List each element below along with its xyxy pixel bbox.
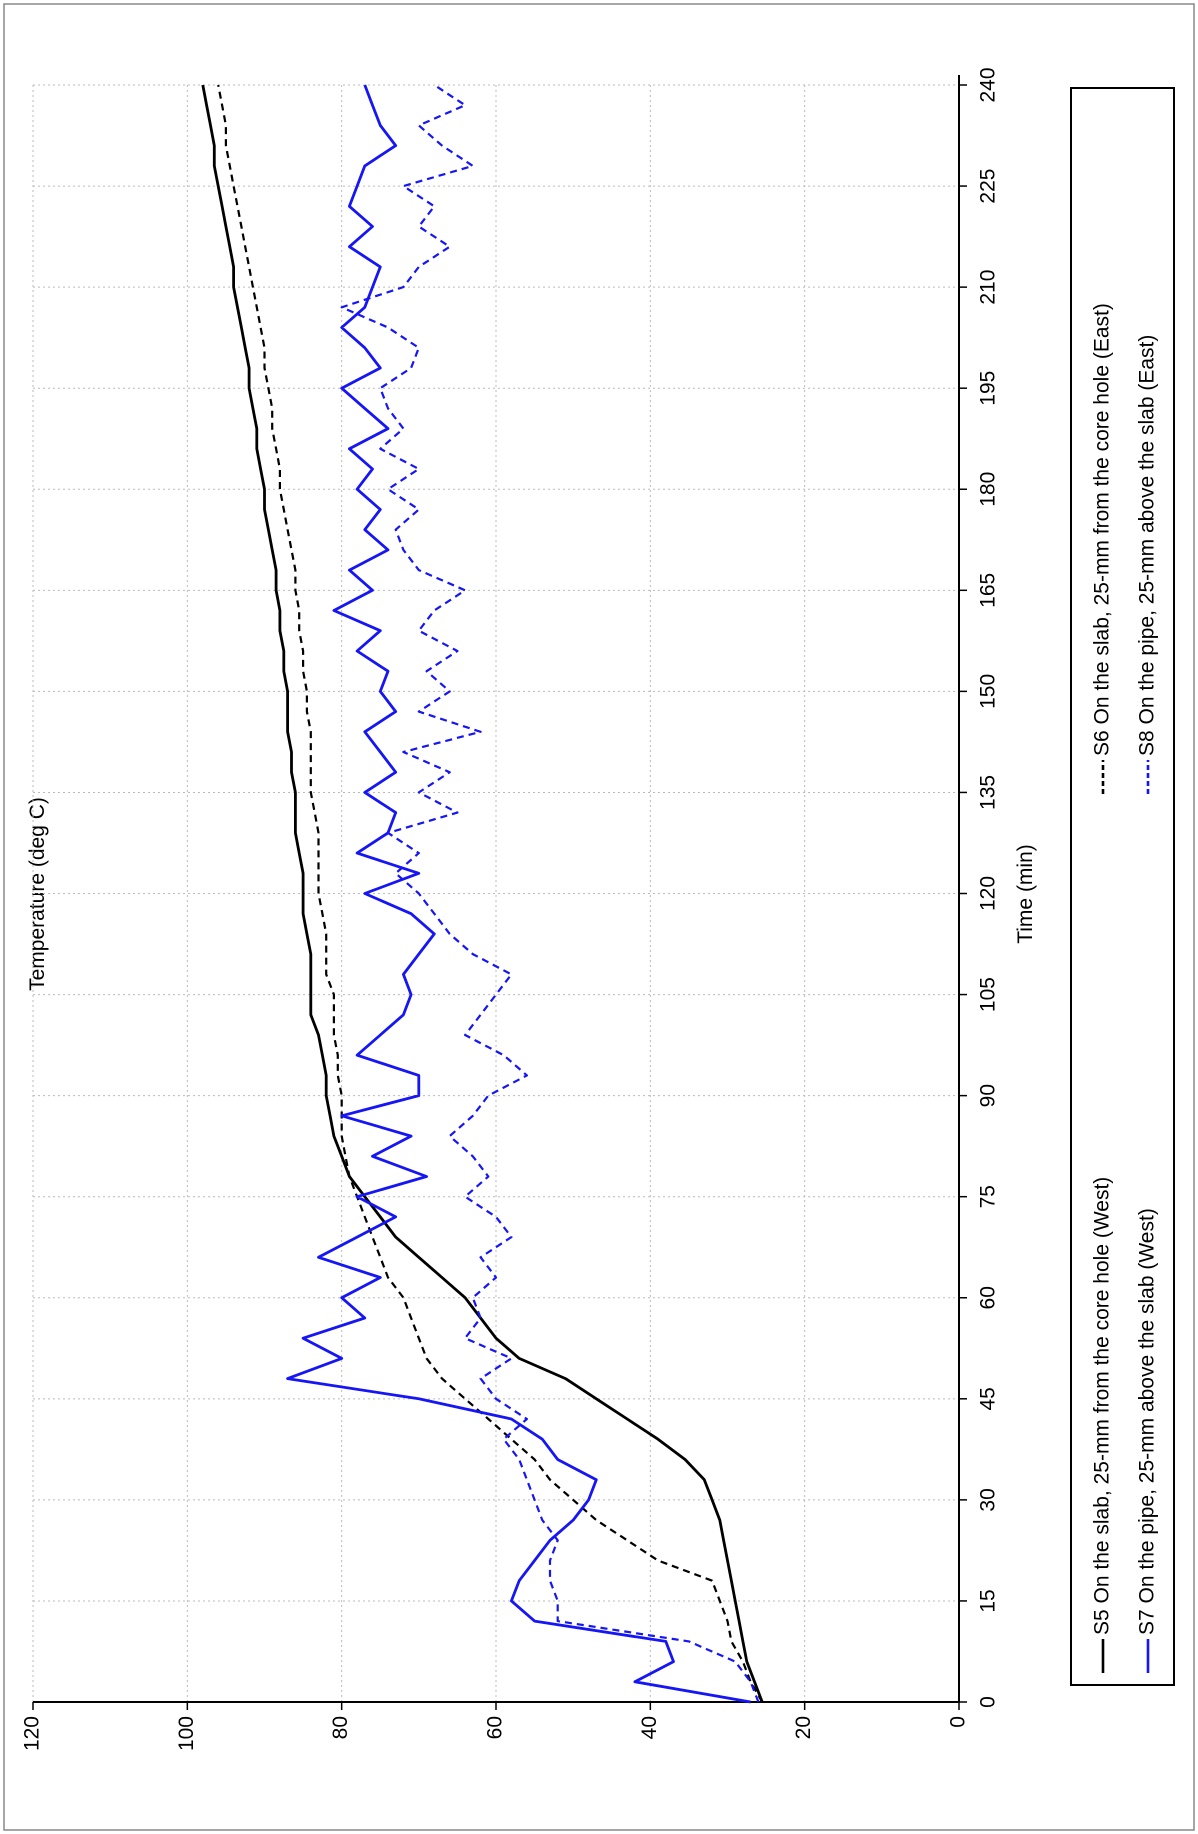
series-line — [340, 84, 760, 1703]
y-tick-label: 20 — [792, 1716, 815, 1739]
x-axis-title: Time (min) — [1014, 844, 1037, 944]
x-tick-label: 165 — [977, 573, 1000, 608]
x-tick-label: 90 — [977, 1084, 1000, 1107]
x-tick-label: 225 — [977, 169, 1000, 204]
series-line — [286, 84, 751, 1704]
legend-box — [1070, 87, 1175, 1686]
legend-label: S5 On the slab, 25-mm from the core hole… — [1091, 1177, 1114, 1635]
x-tick-label: 210 — [977, 270, 1000, 305]
x-tick-label: 75 — [977, 1185, 1000, 1208]
x-tick-label: 180 — [977, 472, 1000, 507]
x-tick-label: 45 — [977, 1387, 1000, 1410]
y-axis-title: Temperature (deg C) — [26, 797, 49, 991]
rotated-chart: Temperature (deg C) Time (min) 0 15 30 45 60… — [21, 67, 1175, 1751]
y-tick-label: 60 — [484, 1716, 507, 1739]
x-tick-label: 240 — [977, 67, 1000, 102]
page-frame — [3, 3, 1195, 1831]
x-tick-label: 30 — [977, 1488, 1000, 1511]
x-tick-label: 120 — [977, 876, 1000, 911]
y-tick-label: 0 — [947, 1716, 970, 1728]
legend-label: S8 On the pipe, 25-mm above the slab (Ea… — [1136, 335, 1159, 756]
series-line — [201, 84, 764, 1703]
y-tick-label: 120 — [21, 1716, 44, 1751]
x-tick-label: 60 — [977, 1286, 1000, 1309]
y-tick-label: 40 — [638, 1716, 661, 1739]
x-tick-label: 0 — [977, 1696, 1000, 1708]
legend-label: S6 On the slab, 25-mm from the core hole… — [1091, 303, 1114, 756]
y-tick-label: 100 — [175, 1716, 198, 1751]
legend-label: S7 On the pipe, 25-mm above the slab (We… — [1136, 1208, 1159, 1635]
x-tick-label: 135 — [977, 775, 1000, 810]
x-tick-label: 150 — [977, 674, 1000, 709]
x-tick-label: 15 — [977, 1589, 1000, 1612]
y-tick-label: 80 — [329, 1716, 352, 1739]
x-tick-label: 195 — [977, 371, 1000, 406]
series-line — [217, 84, 764, 1703]
x-tick-label: 105 — [977, 977, 1000, 1012]
